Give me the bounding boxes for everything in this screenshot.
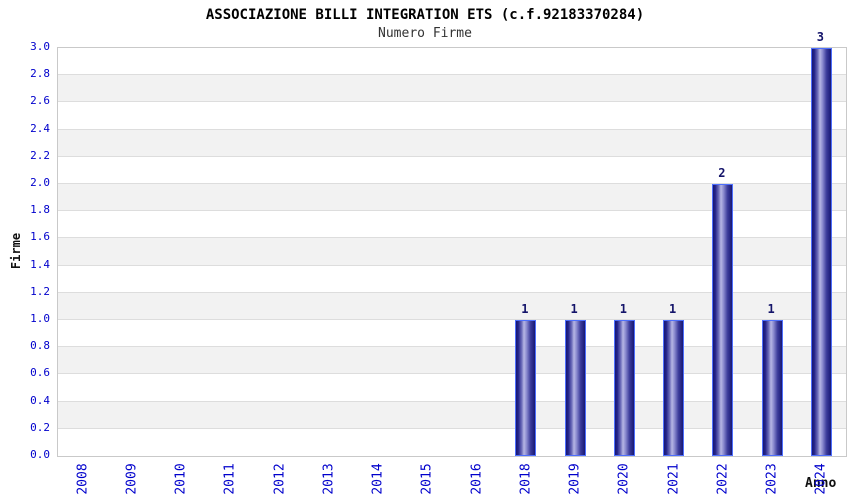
x-tick-label: 2016: [469, 463, 485, 495]
bar-value-label: 1: [669, 302, 677, 316]
y-tick-label: 0.2: [30, 420, 50, 434]
bar-2024: [810, 48, 832, 456]
plot-band: [58, 156, 846, 184]
gridline: [58, 74, 846, 76]
chart-subtitle: Numero Firme: [378, 26, 472, 41]
gridline: [58, 264, 846, 266]
x-tick-label: 2023: [764, 463, 780, 495]
plot-band: [58, 102, 846, 130]
gridline: [58, 400, 846, 402]
y-tick-label: 1.2: [30, 284, 50, 298]
y-tick-label: 2.8: [30, 67, 50, 81]
plot-band: [58, 75, 846, 103]
gridline: [58, 237, 846, 239]
y-tick-label: 0.0: [30, 448, 50, 461]
gridline: [58, 373, 846, 375]
plot-band: [58, 129, 846, 157]
y-tick-label: 1.6: [30, 230, 50, 244]
bar-2022: [712, 184, 734, 456]
gridline: [58, 210, 846, 212]
bar-value-label: 1: [521, 302, 529, 316]
x-tick-label: 2012: [272, 463, 288, 495]
y-tick-label: 0.4: [30, 393, 50, 407]
gridline: [58, 427, 846, 429]
y-tick-label: 2.6: [30, 94, 50, 108]
bar-value-label: 3: [816, 30, 824, 44]
bar-2019: [564, 320, 586, 456]
bar-value-label: 2: [718, 166, 726, 180]
x-tick-label: 2022: [715, 463, 731, 495]
y-tick-label: 0.6: [30, 366, 50, 380]
y-tick-label: 2.4: [30, 121, 50, 135]
gridline: [58, 319, 846, 320]
y-tick-label: 3.0: [30, 40, 50, 53]
bar-value-label: 1: [570, 302, 578, 316]
x-tick-label: 2013: [321, 463, 337, 495]
x-tick-label: 2014: [370, 463, 386, 495]
y-tick-label: 2.0: [30, 176, 50, 189]
x-tick-label: 2018: [518, 463, 534, 495]
y-tick-label: 0.8: [30, 339, 50, 353]
bar-value-label: 1: [767, 302, 775, 316]
gridline: [58, 101, 846, 103]
bar-value-label: 1: [619, 302, 627, 316]
bar-2018: [515, 320, 537, 456]
gridline: [58, 155, 846, 157]
gridline: [58, 128, 846, 130]
gridline: [58, 346, 846, 348]
gridline: [58, 183, 846, 184]
plot-area: [57, 47, 847, 457]
y-tick-label: 1.8: [30, 203, 50, 217]
x-tick-label: 2020: [616, 463, 632, 495]
x-tick-label: 2011: [222, 463, 238, 495]
bar-2023: [761, 320, 783, 456]
x-tick-label: 2024: [813, 463, 829, 495]
x-tick-label: 2009: [124, 463, 140, 495]
y-tick-label: 2.2: [30, 148, 50, 162]
chart-title: ASSOCIAZIONE BILLI INTEGRATION ETS (c.f.…: [205, 7, 645, 23]
x-tick-label: 2021: [666, 463, 682, 495]
x-tick-label: 2019: [567, 463, 583, 495]
x-tick-label: 2010: [173, 463, 189, 495]
y-tick-label: 1.0: [30, 312, 50, 325]
plot-band: [58, 48, 846, 76]
x-tick-label: 2015: [419, 463, 435, 495]
x-axis-title: Anno: [805, 476, 837, 491]
gridline: [58, 291, 846, 293]
bar-2021: [663, 320, 685, 456]
bar-2020: [613, 320, 635, 456]
x-tick-label: 2008: [75, 463, 91, 495]
y-tick-label: 1.4: [30, 257, 50, 271]
